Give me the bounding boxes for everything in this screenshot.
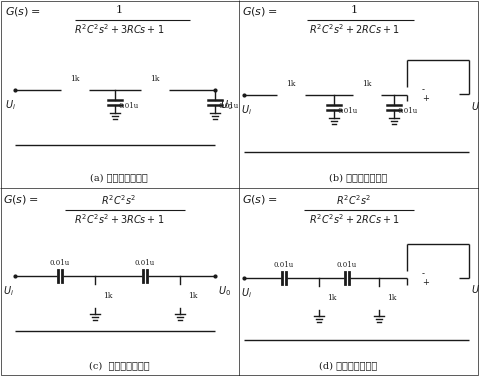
Text: +: + (422, 94, 429, 103)
Bar (141, 85, 169, 95)
Text: $G(s)=$: $G(s)=$ (242, 5, 277, 18)
Text: (d) 有源高通滤波器: (d) 有源高通滤波器 (319, 361, 377, 370)
Text: $G(s)=$: $G(s)=$ (5, 5, 40, 18)
Bar (174, 284, 186, 308)
Text: (c)  无源高通滤波器: (c) 无源高通滤波器 (89, 361, 149, 370)
Bar (313, 286, 325, 310)
Text: $R^2C^2s^2$: $R^2C^2s^2$ (101, 193, 137, 207)
Text: $U_0$: $U_0$ (471, 283, 479, 297)
Text: (b) 有源低通滤波器: (b) 有源低通滤波器 (329, 173, 387, 182)
Text: $U_0$: $U_0$ (471, 100, 479, 114)
Text: $R^2C^2s^2+2RCs+1$: $R^2C^2s^2+2RCs+1$ (308, 212, 399, 226)
Bar (353, 90, 381, 100)
Text: 1k: 1k (150, 75, 160, 83)
Bar (89, 284, 101, 308)
Text: 0.01u: 0.01u (219, 102, 239, 110)
Text: 0.01u: 0.01u (135, 259, 155, 267)
Text: 0.01u: 0.01u (398, 107, 418, 115)
Text: $U_i$: $U_i$ (5, 98, 16, 112)
Text: $R^2C^2s^2$: $R^2C^2s^2$ (336, 193, 372, 207)
Text: $U_0$: $U_0$ (218, 284, 231, 298)
Text: 0.01u: 0.01u (50, 259, 70, 267)
Text: 1: 1 (115, 5, 123, 15)
Text: $U_i$: $U_i$ (3, 284, 14, 298)
Text: 1k: 1k (387, 294, 397, 302)
Text: 0.01u: 0.01u (274, 261, 294, 269)
Text: -: - (422, 269, 425, 278)
Text: $U_0$: $U_0$ (220, 98, 233, 112)
Text: (a) 无源低通滤波器: (a) 无源低通滤波器 (90, 173, 148, 182)
Text: $G(s)=$: $G(s)=$ (3, 193, 38, 206)
Polygon shape (420, 265, 446, 291)
Bar (407, 256, 459, 300)
Text: $R^2C^2s^2+2RCs+1$: $R^2C^2s^2+2RCs+1$ (308, 22, 399, 36)
Text: $G(s)=$: $G(s)=$ (242, 193, 277, 206)
Text: 0.01u: 0.01u (119, 102, 139, 110)
Polygon shape (420, 81, 446, 107)
Text: 1k: 1k (327, 294, 336, 302)
Text: 1k: 1k (103, 292, 113, 300)
Text: 1: 1 (351, 5, 357, 15)
Text: 1k: 1k (286, 80, 296, 88)
Text: 1k: 1k (188, 292, 197, 300)
Text: $U_i$: $U_i$ (241, 286, 252, 300)
Text: 1k: 1k (70, 75, 80, 83)
Text: $R^2C^2s^2+3RCs+1$: $R^2C^2s^2+3RCs+1$ (74, 22, 164, 36)
Bar (373, 286, 385, 310)
Bar (407, 72, 459, 116)
Text: 0.01u: 0.01u (338, 107, 358, 115)
Text: -: - (422, 85, 425, 94)
Text: $R^2C^2s^2+3RCs+1$: $R^2C^2s^2+3RCs+1$ (74, 212, 164, 226)
Bar (277, 90, 305, 100)
Bar (61, 85, 89, 95)
Text: $U_i$: $U_i$ (241, 103, 252, 117)
Text: 0.01u: 0.01u (337, 261, 357, 269)
Text: +: + (422, 278, 429, 287)
Text: 1k: 1k (362, 80, 372, 88)
